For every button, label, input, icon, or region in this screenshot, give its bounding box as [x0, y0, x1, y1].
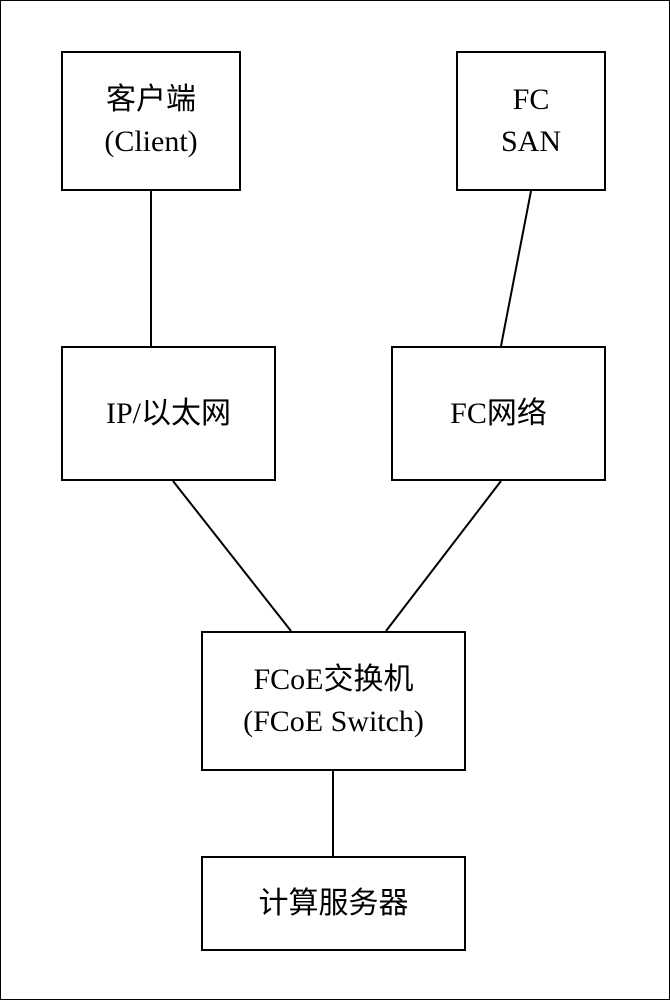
- node-fcoe: FCoE交换机 (FCoE Switch): [201, 631, 466, 771]
- node-client: 客户端 (Client): [61, 51, 241, 191]
- node-client-line1: 客户端: [106, 79, 196, 121]
- edge-ipeth-fcoe: [173, 481, 291, 631]
- edge-fcnet-fcoe: [386, 481, 501, 631]
- node-server: 计算服务器: [201, 856, 466, 951]
- edge-fcsan-fcnet: [501, 191, 531, 346]
- node-fcsan-line2: SAN: [501, 121, 561, 163]
- node-fcoe-line1: FCoE交换机: [253, 659, 413, 701]
- node-server-line1: 计算服务器: [259, 883, 409, 925]
- node-fcnet: FC网络: [391, 346, 606, 481]
- node-fcsan-line1: FC: [513, 79, 550, 121]
- node-client-line2: (Client): [104, 121, 197, 163]
- node-fcsan: FC SAN: [456, 51, 606, 191]
- node-fcnet-line1: FC网络: [450, 393, 547, 435]
- node-ipeth: IP/以太网: [61, 346, 276, 481]
- diagram-canvas: 客户端 (Client) FC SAN IP/以太网 FC网络 FCoE交换机 …: [0, 0, 670, 1000]
- node-ipeth-line1: IP/以太网: [106, 393, 231, 435]
- node-fcoe-line2: (FCoE Switch): [243, 701, 424, 743]
